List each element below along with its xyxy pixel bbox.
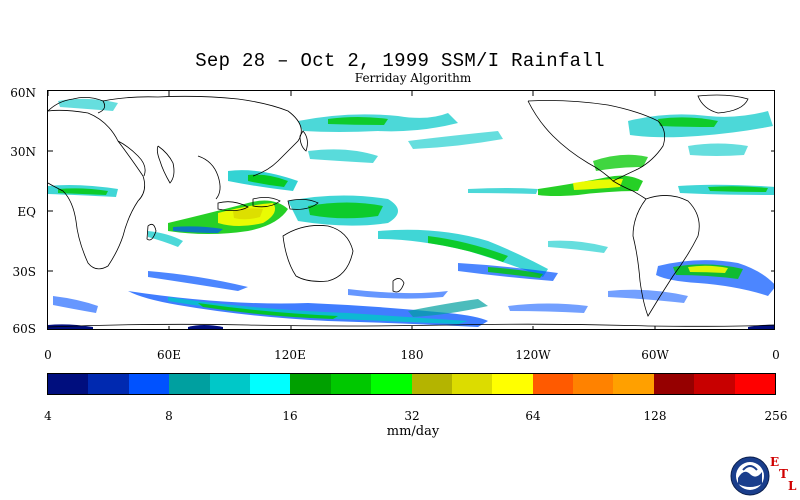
rainfall-map (47, 90, 775, 330)
colorbar-cell-4 (209, 374, 250, 394)
colorbar-tick-16: 16 (282, 409, 298, 423)
lon-label-120e: 120E (274, 348, 306, 362)
colorbar (47, 373, 776, 395)
colorbar-tick-32: 32 (404, 409, 420, 423)
colorbar-units: mm/day (386, 424, 440, 439)
algorithm-subtitle: Ferriday Algorithm (354, 71, 472, 85)
rainfall-layer (48, 98, 774, 329)
colorbar-cell-12 (532, 374, 574, 394)
colorbar-cell-15 (653, 374, 695, 394)
colorbar-cell-14 (613, 374, 654, 394)
colorbar-tick-8: 8 (165, 409, 173, 423)
lat-label-eq: EQ (17, 205, 36, 219)
colorbar-tick-4: 4 (44, 409, 52, 423)
noaa-seal-icon (730, 456, 770, 496)
colorbar-cell-13 (573, 374, 614, 394)
colorbar-tick-64: 64 (525, 409, 541, 423)
colorbar-cell-9 (411, 374, 452, 394)
lon-label-180: 180 (400, 348, 424, 362)
colorbar-cell-0 (48, 374, 89, 394)
logo-letter-t: T (779, 467, 788, 481)
colorbar-cell-1 (88, 374, 129, 394)
map-title: Sep 28 – Oct 2, 1999 SSM/I Rainfall (195, 50, 605, 72)
lat-label-60n: 60N (10, 86, 36, 100)
lat-label-30s: 30S (12, 265, 37, 279)
colorbar-tick-256: 256 (764, 409, 788, 423)
colorbar-cell-16 (694, 374, 735, 394)
map-ticks (48, 91, 774, 329)
coastline-layer (48, 94, 774, 328)
colorbar-cell-7 (330, 374, 372, 394)
lon-label-60w: 60W (641, 348, 669, 362)
lon-label-0: 0 (44, 348, 52, 362)
colorbar-cell-11 (492, 374, 533, 394)
colorbar-cell-8 (371, 374, 412, 394)
lat-label-60s: 60S (12, 322, 37, 336)
colorbar-cell-6 (290, 374, 331, 394)
lon-label-60e: 60E (156, 348, 182, 362)
colorbar-cell-2 (128, 374, 170, 394)
lat-label-30n: 30N (10, 145, 36, 159)
colorbar-cell-3 (169, 374, 210, 394)
colorbar-cell-17 (734, 374, 776, 394)
logo-letter-e: E (770, 455, 780, 469)
lon-label-0-east: 0 (772, 348, 780, 362)
rainfall-map-svg (48, 91, 774, 329)
lon-label-120w: 120W (515, 348, 551, 362)
colorbar-tick-128: 128 (643, 409, 667, 423)
colorbar-cell-10 (451, 374, 493, 394)
colorbar-cell-5 (249, 374, 291, 394)
logo-letter-l: L (788, 479, 797, 493)
